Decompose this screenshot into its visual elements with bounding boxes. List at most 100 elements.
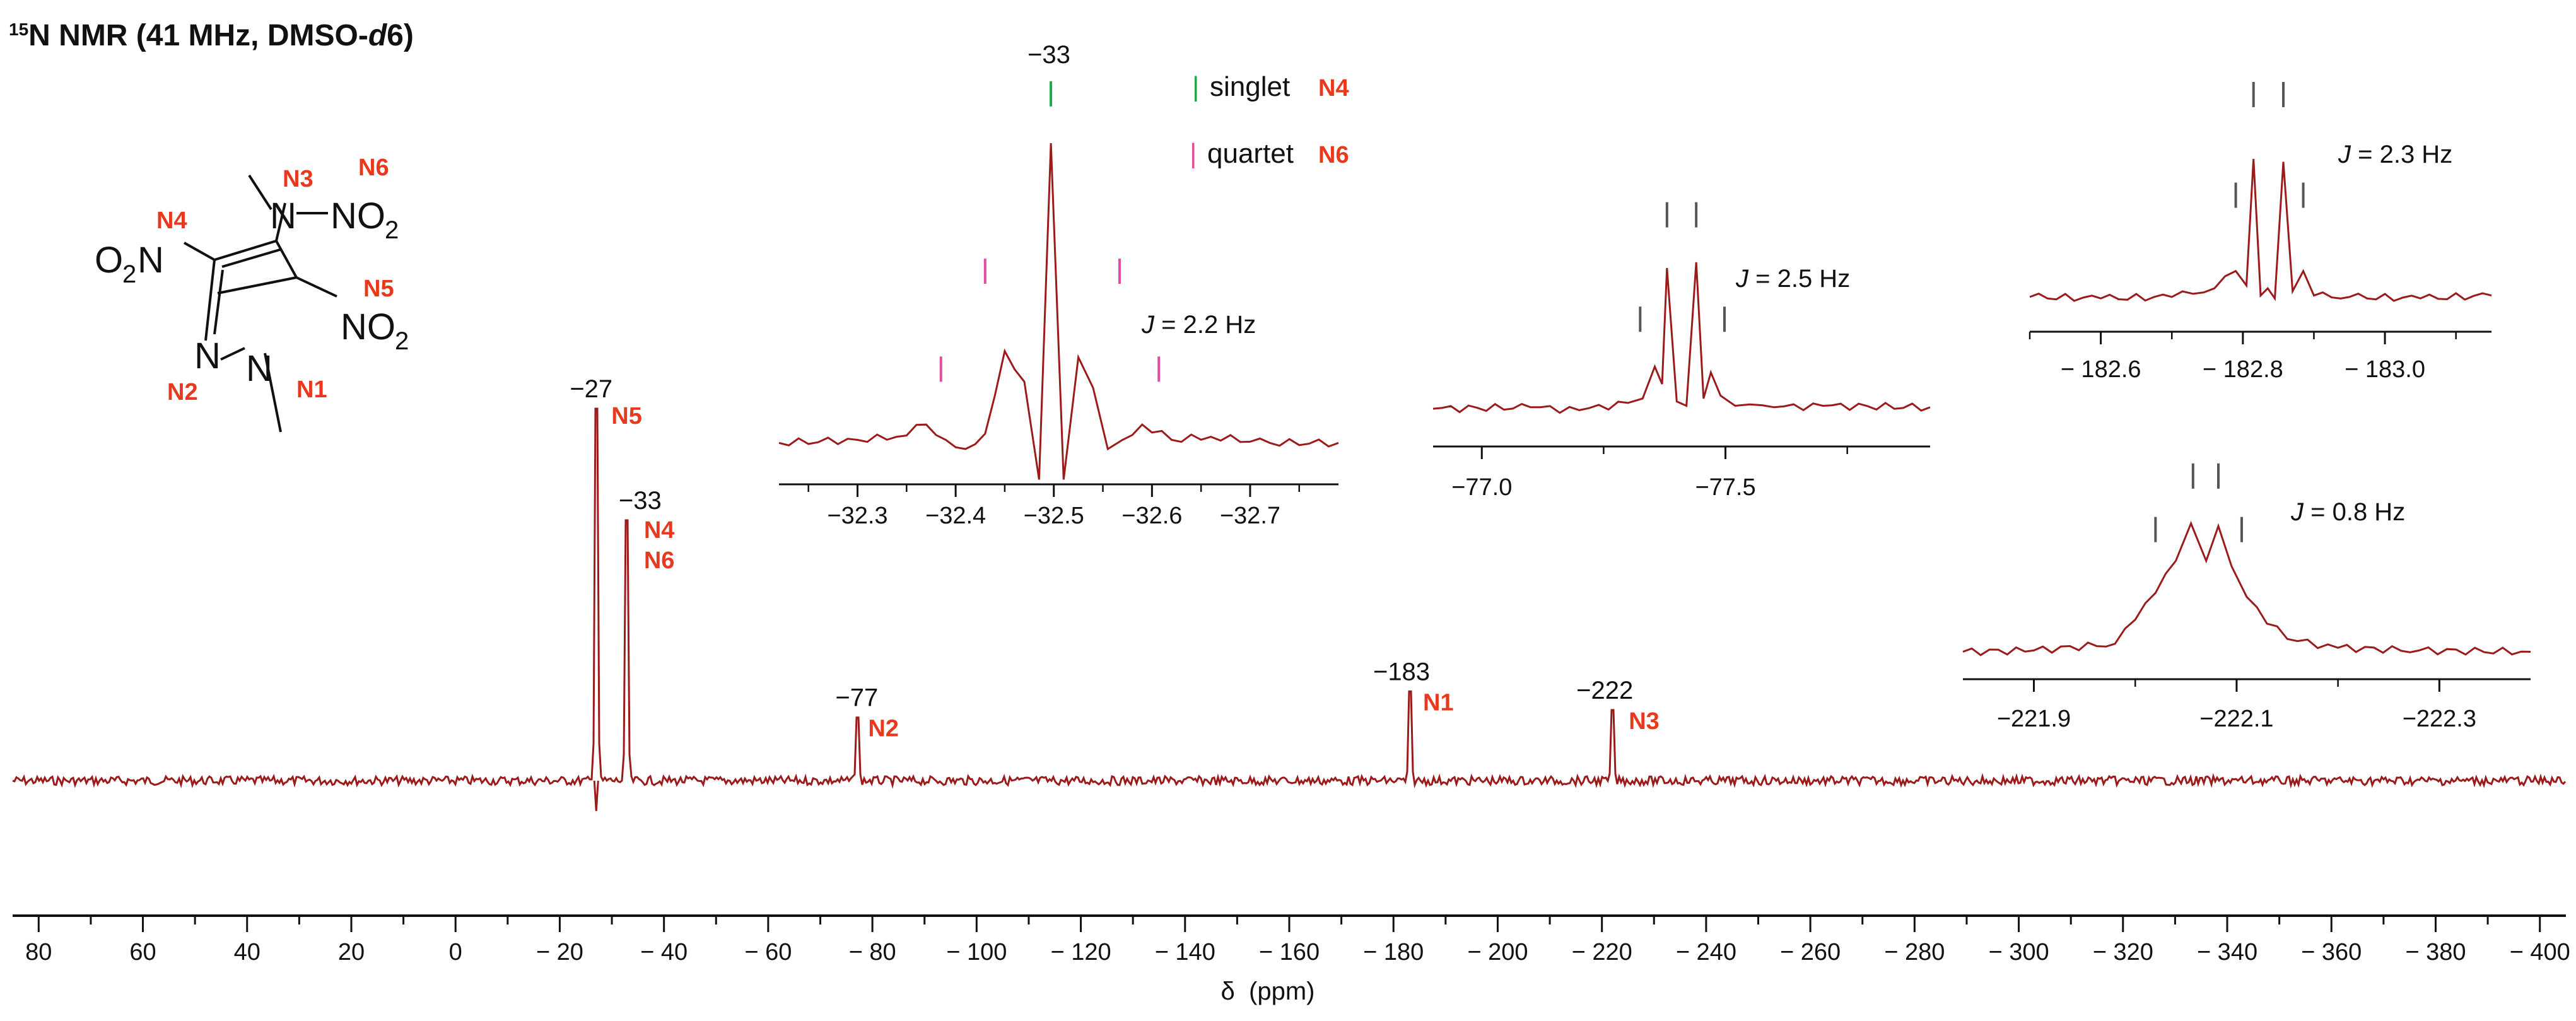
atom-o2n-o: O [95,240,123,281]
main-x-tick-label: − 100 [946,939,1007,966]
main-x-tick-label: − 240 [1676,939,1736,966]
main-peak-assignment: N2 [868,716,899,742]
main-x-tick-label: 40 [234,939,261,966]
main-x-tick-label: − 280 [1884,939,1945,966]
legend-quartet-assign: N6 [1318,142,1349,168]
atom-amine-n: N [270,195,296,236]
atom-o2n-n: N [138,240,164,281]
inset-x-tick-label: −77.5 [1695,474,1755,501]
main-x-tick-label: 80 [25,939,52,966]
main-peak-assignment: N4 [644,517,675,544]
structure-label-n3: N3 [283,166,313,192]
atom-no2-b: NO [341,306,395,347]
main-x-tick-labels: 80 60 40 20 0 − 20 − 40 − 60 − 80 − 100 − 120 − 140… [25,939,2570,966]
main-x-tick-label: − 320 [2093,939,2153,966]
atom-ring-n1: N [246,348,272,389]
main-x-tick-label: − 180 [1363,939,1424,966]
inset-trace [1962,521,2531,656]
main-x-tick-label: 20 [338,939,365,966]
main-peak-assignment: N6 [644,547,675,574]
main-x-tick-label: 0 [449,939,462,966]
inset-x-tick-label: −221.9 [1997,706,2071,732]
inset-222: −221.9 −222.1 −222.3 J = 0.8 Hz [1962,463,2531,732]
main-peak-shift-label: −27 [570,375,612,403]
inset-x-tick-label: − 182.8 [2203,356,2283,383]
main-x-ticks [37,916,2541,932]
title-main: N NMR (41 MHz, DMSO- [28,19,368,52]
main-x-tick-label: − 140 [1155,939,1215,966]
main-x-tick-label: − 200 [1467,939,1528,966]
inset-x-tick-label: −222.3 [2403,706,2476,732]
structure-label-n1: N1 [296,376,327,403]
main-x-tick-label: − 380 [2405,939,2466,966]
legend-item-singlet: | singlet N4 [1192,71,1349,102]
structure-label-n2: N2 [167,379,198,405]
inset-x-tick-label: −222.1 [2199,706,2273,732]
title-solvent-italic: d [368,19,388,52]
inset-coupling-constant: J = 2.2 Hz [1141,311,1256,339]
structure-label-n4: N4 [156,207,187,234]
main-x-tick-label: − 160 [1259,939,1320,966]
legend-quartet-text: quartet [1207,138,1294,169]
inset-x-tick-label: −32.4 [925,503,986,529]
atom-no2-a-sub: 2 [385,216,399,244]
inset-x-tick-label: −32.5 [1024,503,1084,529]
structure-label-n6: N6 [358,155,389,181]
chart-title: 15N NMR (41 MHz, DMSO-d6) [9,19,414,52]
legend: | singlet N4 | quartet N6 [1190,71,1349,169]
inset-x-tick-label: −32.3 [827,503,887,529]
main-x-tick-label: − 80 [849,939,896,966]
main-peak-assignment: N3 [1629,708,1660,735]
main-peak-shift-label: −33 [619,487,662,515]
main-spectrum-trace [12,407,2567,812]
main-spectrum: 80 60 40 20 0 − 20 − 40 − 60 − 80 − 100 − 120 − 140… [12,375,2570,1005]
main-x-tick-label: − 300 [1988,939,2049,966]
inset-x-tick-label: −32.6 [1121,503,1182,529]
atom-o2n-sub: 2 [122,260,136,288]
inset-77: −77.0 −77.5 J = 2.5 Hz [1432,202,1931,501]
main-x-tick-label: − 260 [1780,939,1841,966]
inset-coupling-constant: J = 0.8 Hz [2290,498,2405,526]
main-x-tick-label: − 400 [2510,939,2570,966]
main-x-tick-label: − 360 [2301,939,2362,966]
inset-trace [778,143,1339,480]
legend-singlet-assign: N4 [1318,75,1349,102]
inset-183: − 182.6 − 182.8 − 183.0 J = 2.3 Hz [2029,81,2492,383]
main-peak-shift-label: −222 [1576,677,1633,704]
inset-coupling-symbol: J [1141,311,1155,339]
atom-ring-n2: N [194,335,221,376]
main-x-tick-label: − 220 [1572,939,1632,966]
inset-trace [2029,158,2492,302]
main-peak-assignment: N1 [1423,689,1454,716]
atom-no2-a: NO [331,195,385,236]
inset-x-tick-label: − 182.6 [2061,356,2141,383]
molecule-bonds [184,174,337,433]
atom-no2-b-sub: 2 [395,327,409,355]
inset-coupling-constant: J = 2.3 Hz [2338,141,2452,168]
legend-quartet-symbol: | [1190,138,1197,169]
main-x-tick-label: 60 [129,939,156,966]
main-peak-assignment: N5 [611,403,642,429]
main-peak-shift-label: −77 [835,684,878,712]
inset-shift-title: −33 [1027,41,1070,69]
inset-coupling-value: = 2.2 Hz [1154,311,1256,339]
inset-coupling-symbol: J [1735,265,1749,293]
legend-singlet-text: singlet [1210,71,1290,102]
inset-coupling-symbol: J [2290,498,2304,526]
inset-trace [1432,262,1931,414]
structure-label-n5: N5 [363,276,394,302]
inset-coupling-symbol: J [2338,141,2351,168]
main-x-tick-label: − 20 [536,939,583,966]
inset-coupling-value: = 2.3 Hz [2351,141,2452,168]
main-x-tick-label: − 40 [640,939,688,966]
inset-coupling-value: = 0.8 Hz [2304,498,2405,526]
inset-coupling-constant: J = 2.5 Hz [1735,265,1850,293]
main-x-tick-label: − 340 [2197,939,2257,966]
title-tail: 6) [387,19,414,52]
inset-32: −32.3 −32.4 −32.5 −32.6 −32.7 J = 2.2 Hz −33 [778,41,1339,529]
title-superscript: 15 [9,20,28,39]
inset-x-tick-label: −77.0 [1451,474,1512,501]
main-x-tick-label: − 120 [1050,939,1111,966]
legend-item-quartet: | quartet N6 [1190,138,1349,169]
